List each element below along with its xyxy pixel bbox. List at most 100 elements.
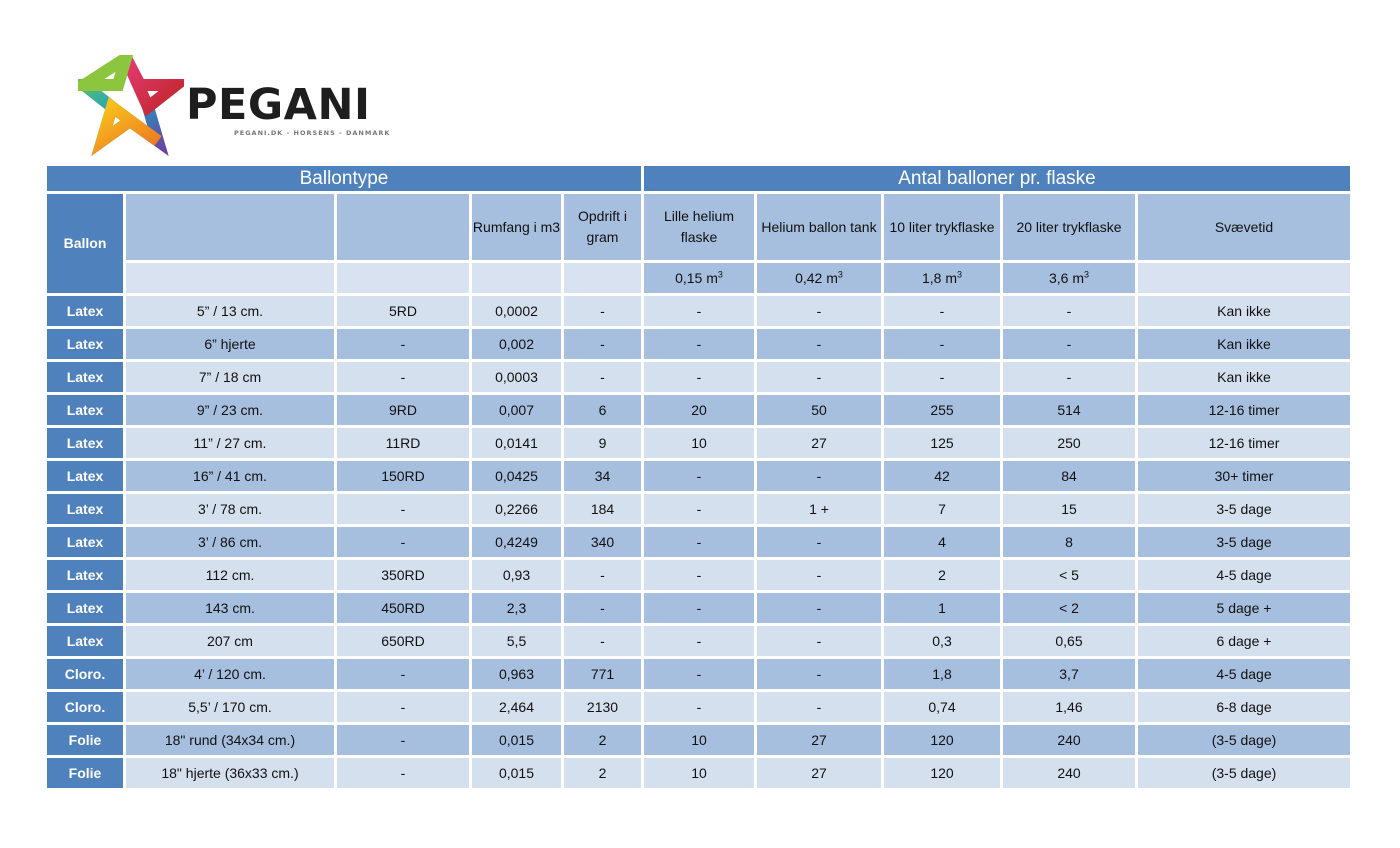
cell-20-liter: 240 (1003, 725, 1135, 755)
cell-svaevetid: 5 dage + (1138, 593, 1350, 623)
cell-ballon-type: Latex (47, 395, 123, 425)
cell-20-liter: - (1003, 362, 1135, 392)
cell-tank: - (757, 626, 881, 656)
cell-10-liter: 1 (884, 593, 1000, 623)
cell-20-liter: 3,7 (1003, 659, 1135, 689)
unit-lille: 0,15 m3 (644, 263, 754, 293)
cell-size: 5” / 13 cm. (126, 296, 334, 326)
cell-lille: 10 (644, 758, 754, 788)
brand-name: PEGANI (186, 80, 371, 130)
cell-ballon-type: Latex (47, 329, 123, 359)
cell-20-liter: 8 (1003, 527, 1135, 557)
cell-code: 150RD (337, 461, 469, 491)
cell-code: - (337, 527, 469, 557)
cell-10-liter: 120 (884, 758, 1000, 788)
unit-cell (1138, 263, 1350, 293)
cell-svaevetid: 3-5 dage (1138, 527, 1350, 557)
cell-ballon-type: Latex (47, 593, 123, 623)
cell-code: 11RD (337, 428, 469, 458)
col-header-ballon: Ballon (47, 194, 123, 293)
cell-rumfang: 0,963 (472, 659, 561, 689)
table-row: Latex 112 cm. 350RD 0,93- - -2 < 5 4-5 dage (47, 560, 1350, 590)
cell-code: - (337, 725, 469, 755)
cell-tank: 27 (757, 758, 881, 788)
cell-opdrift: - (564, 329, 641, 359)
unit-10-liter-value: 1,8 m (921, 270, 957, 286)
cell-rumfang: 0,2266 (472, 494, 561, 524)
cell-rumfang: 0,0003 (472, 362, 561, 392)
unit-tank-value: 0,42 m (795, 270, 838, 286)
unit-cell (126, 263, 334, 293)
cell-10-liter: - (884, 362, 1000, 392)
table-row: Latex 9” / 23 cm. 9RD 0,007 6 20 50 255 514 12-16… (47, 395, 1350, 425)
cell-opdrift: - (564, 362, 641, 392)
cell-20-liter: - (1003, 329, 1135, 359)
cell-size: 3’ / 86 cm. (126, 527, 334, 557)
cell-opdrift: - (564, 296, 641, 326)
cell-opdrift: 9 (564, 428, 641, 458)
cell-ballon-type: Folie (47, 725, 123, 755)
cell-10-liter: 4 (884, 527, 1000, 557)
col-header-10-liter: 10 liter trykflaske (884, 194, 1000, 260)
cell-code: - (337, 329, 469, 359)
cell-opdrift: 184 (564, 494, 641, 524)
table-row: Latex 3’ / 86 cm. -0,4249 340- -4 8 3-5 dage (47, 527, 1350, 557)
cell-rumfang: 0,0002 (472, 296, 561, 326)
cell-10-liter: 42 (884, 461, 1000, 491)
cell-rumfang: 0,4249 (472, 527, 561, 557)
cell-lille: - (644, 692, 754, 722)
cell-tank: - (757, 560, 881, 590)
cell-code: 450RD (337, 593, 469, 623)
cell-code: - (337, 758, 469, 788)
group-header-antal: Antal balloner pr. flaske (644, 166, 1350, 191)
cell-tank: 50 (757, 395, 881, 425)
cell-size: 18" rund (34x34 cm.) (126, 725, 334, 755)
cell-ballon-type: Latex (47, 527, 123, 557)
cell-ballon-type: Latex (47, 461, 123, 491)
cell-20-liter: 250 (1003, 428, 1135, 458)
unit-20-liter: 3,6 m3 (1003, 263, 1135, 293)
table-row: Latex 5” / 13 cm. 5RD 0,0002- - - - - Kan ikke (47, 296, 1350, 326)
cell-lille: - (644, 461, 754, 491)
cell-code: 5RD (337, 296, 469, 326)
cell-10-liter: 0,3 (884, 626, 1000, 656)
cell-lille: - (644, 593, 754, 623)
cell-lille: - (644, 560, 754, 590)
table-row: Folie 18" rund (34x34 cm.) -0,015 2 10 27 120 2… (47, 725, 1350, 755)
table-row: Latex 207 cm 650RD 5,5- - -0,3 0,65 6 dage + (47, 626, 1350, 656)
unit-cell (472, 263, 561, 293)
cell-rumfang: 0,0425 (472, 461, 561, 491)
cell-svaevetid: 12-16 timer (1138, 395, 1350, 425)
cell-tank: - (757, 329, 881, 359)
table-row: Latex 16” / 41 cm. 150RD 0,0425 34- -42 84 30+ … (47, 461, 1350, 491)
cell-svaevetid: 30+ timer (1138, 461, 1350, 491)
cell-svaevetid: 6 dage + (1138, 626, 1350, 656)
cell-ballon-type: Latex (47, 560, 123, 590)
cell-opdrift: - (564, 626, 641, 656)
cell-10-liter: 125 (884, 428, 1000, 458)
cell-rumfang: 2,3 (472, 593, 561, 623)
col-header-rumfang: Rumfang i m3 (472, 194, 561, 260)
cell-10-liter: 255 (884, 395, 1000, 425)
cell-size: 11” / 27 cm. (126, 428, 334, 458)
cell-rumfang: 2,464 (472, 692, 561, 722)
cell-code: - (337, 494, 469, 524)
table-row: Latex 11” / 27 cm. 11RD 0,0141 9 10 27 125 250 12… (47, 428, 1350, 458)
cell-lille: - (644, 494, 754, 524)
cell-20-liter: 15 (1003, 494, 1135, 524)
cell-tank: - (757, 461, 881, 491)
cell-size: 112 cm. (126, 560, 334, 590)
cell-10-liter: 120 (884, 725, 1000, 755)
cell-opdrift: 2 (564, 758, 641, 788)
cell-lille: - (644, 329, 754, 359)
cell-rumfang: 0,015 (472, 725, 561, 755)
cell-20-liter: - (1003, 296, 1135, 326)
cell-20-liter: 84 (1003, 461, 1135, 491)
cell-20-liter: 0,65 (1003, 626, 1135, 656)
cell-tank: 27 (757, 725, 881, 755)
cell-ballon-type: Cloro. (47, 692, 123, 722)
cell-rumfang: 0,007 (472, 395, 561, 425)
cell-ballon-type: Latex (47, 362, 123, 392)
table-row: Cloro. 4’ / 120 cm. -0,963 771- -1,8 3,7 4-5 d… (47, 659, 1350, 689)
